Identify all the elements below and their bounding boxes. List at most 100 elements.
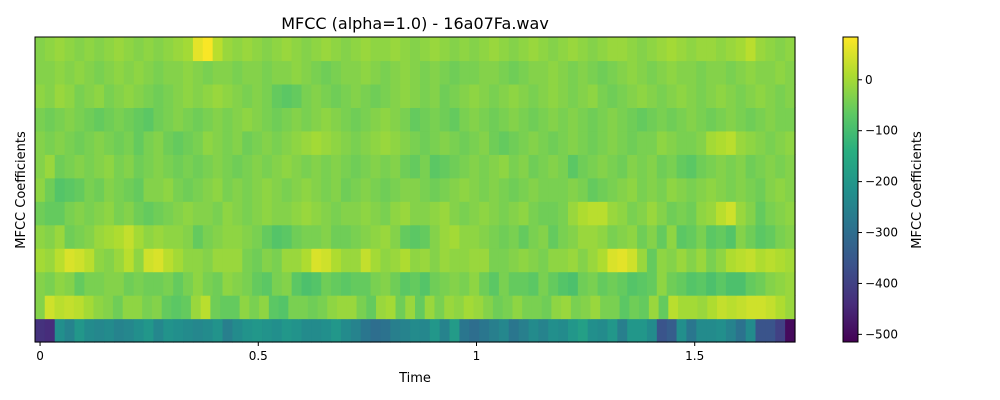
heatmap-cell bbox=[35, 201, 46, 226]
heatmap-cell bbox=[745, 248, 757, 273]
heatmap-cell bbox=[54, 271, 66, 296]
heatmap-cell bbox=[380, 130, 391, 155]
heatmap-cell bbox=[291, 83, 303, 108]
heatmap-cell bbox=[202, 37, 214, 62]
heatmap-cell bbox=[113, 177, 125, 202]
heatmap-cell bbox=[173, 271, 184, 296]
heatmap-cell bbox=[489, 154, 500, 179]
heatmap-cell bbox=[281, 154, 293, 179]
heatmap-cell bbox=[439, 318, 451, 343]
heatmap-cell bbox=[222, 318, 233, 343]
heatmap-cell bbox=[479, 60, 490, 85]
heatmap-cell bbox=[429, 224, 441, 249]
heatmap-cell bbox=[35, 295, 46, 320]
heatmap-cell bbox=[696, 154, 707, 179]
heatmap-cell bbox=[410, 154, 421, 179]
heatmap-cell bbox=[735, 318, 747, 343]
heatmap-cell bbox=[449, 60, 461, 85]
heatmap-cell bbox=[439, 271, 451, 296]
heatmap-cell bbox=[232, 83, 243, 108]
heatmap-cell bbox=[74, 271, 85, 296]
heatmap-cell bbox=[676, 107, 688, 132]
heatmap-cell bbox=[648, 295, 660, 320]
heatmap-cell bbox=[449, 37, 461, 62]
heatmap-cell bbox=[192, 224, 204, 249]
heatmap-cell bbox=[706, 177, 717, 202]
heatmap-cell bbox=[570, 295, 582, 320]
heatmap-cell bbox=[597, 130, 609, 155]
heatmap-cell bbox=[528, 271, 539, 296]
heatmap-cell bbox=[697, 295, 708, 320]
heatmap-cell bbox=[745, 271, 757, 296]
heatmap-cell bbox=[607, 177, 618, 202]
heatmap-cell bbox=[676, 201, 688, 226]
heatmap-cell bbox=[346, 295, 358, 320]
heatmap-cell bbox=[600, 295, 611, 320]
heatmap-cell bbox=[64, 83, 76, 108]
heatmap-cell bbox=[84, 248, 95, 273]
heatmap-cell bbox=[765, 177, 776, 202]
heatmap-cell bbox=[587, 130, 599, 155]
heatmap-cell bbox=[113, 154, 125, 179]
heatmap-cell bbox=[350, 154, 362, 179]
heatmap-cell bbox=[262, 248, 273, 273]
heatmap-cell bbox=[35, 271, 46, 296]
heatmap-cell bbox=[350, 130, 362, 155]
heatmap-cell bbox=[281, 248, 293, 273]
heatmap-cell bbox=[528, 154, 539, 179]
heatmap-cell bbox=[143, 224, 155, 249]
heatmap-cell bbox=[627, 201, 638, 226]
heatmap-cell bbox=[380, 201, 391, 226]
heatmap-cell bbox=[360, 248, 372, 273]
heatmap-cell bbox=[64, 107, 76, 132]
heatmap-cell bbox=[548, 248, 559, 273]
heatmap-cell bbox=[242, 201, 253, 226]
heatmap-cell bbox=[400, 154, 411, 179]
heatmap-cell bbox=[133, 60, 145, 85]
heatmap-cell bbox=[706, 60, 717, 85]
heatmap-cell bbox=[548, 37, 559, 62]
heatmap-cell bbox=[716, 224, 727, 249]
heatmap-cell bbox=[463, 295, 475, 320]
heatmap-cell bbox=[538, 224, 549, 249]
heatmap-cell bbox=[262, 37, 273, 62]
heatmap-cell bbox=[370, 177, 382, 202]
heatmap-cell bbox=[54, 224, 66, 249]
heatmap-cell bbox=[400, 177, 411, 202]
heatmap-cell bbox=[765, 83, 776, 108]
heatmap-cell bbox=[459, 130, 470, 155]
heatmap-cell bbox=[133, 83, 145, 108]
heatmap-cell bbox=[390, 107, 401, 132]
heatmap-cell bbox=[508, 177, 520, 202]
heatmap-cell bbox=[350, 60, 362, 85]
heatmap-cell bbox=[133, 154, 145, 179]
heatmap-cell bbox=[479, 177, 490, 202]
heatmap-cell bbox=[301, 201, 312, 226]
heatmap-cell bbox=[268, 295, 280, 320]
heatmap-cell bbox=[281, 224, 293, 249]
heatmap-cell bbox=[183, 248, 194, 273]
heatmap-cell bbox=[627, 271, 638, 296]
heatmap-cell bbox=[123, 154, 135, 179]
heatmap-cell bbox=[252, 154, 263, 179]
colorbar-tick-label: −200 bbox=[865, 175, 898, 189]
heatmap-cell bbox=[252, 248, 263, 273]
heatmap-cell bbox=[311, 271, 322, 296]
heatmap-cell bbox=[656, 177, 668, 202]
heatmap-cell bbox=[538, 83, 549, 108]
heatmap-cell bbox=[74, 224, 85, 249]
heatmap-cell bbox=[518, 60, 530, 85]
heatmap-cell bbox=[133, 130, 145, 155]
heatmap-cell bbox=[706, 107, 717, 132]
heatmap-cell bbox=[548, 224, 559, 249]
heatmap-cell bbox=[262, 318, 273, 343]
heatmap-cell bbox=[262, 271, 273, 296]
heatmap-cell bbox=[291, 154, 303, 179]
heatmap-cell bbox=[765, 154, 776, 179]
heatmap-cell bbox=[765, 248, 776, 273]
heatmap-cell bbox=[637, 107, 648, 132]
heatmap-cell bbox=[298, 295, 309, 320]
heatmap-cell bbox=[74, 318, 85, 343]
heatmap-cell bbox=[658, 295, 669, 320]
heatmap-cell bbox=[271, 201, 283, 226]
